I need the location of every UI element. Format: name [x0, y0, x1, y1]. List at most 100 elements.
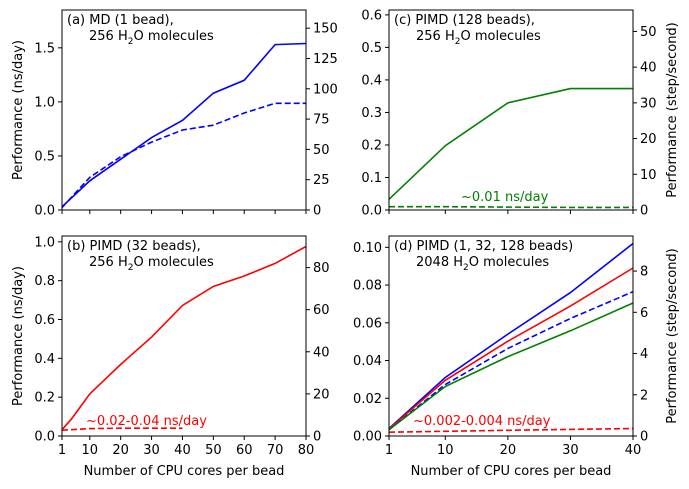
series-line-d-0 [388, 242, 634, 430]
y-left-tick-label: 0.00 [353, 430, 382, 445]
y-left-axis-label: Performance (ns/day) [11, 40, 26, 180]
y-left-tick-label: 0.08 [353, 279, 382, 294]
y-right-tick-label: 2 [640, 388, 648, 403]
y-left-tick-label: 0.0 [34, 430, 55, 445]
x-axis-label: Number of CPU cores per bead [411, 464, 612, 479]
plot-frame-d [388, 235, 634, 437]
y-right-tick-label: 25 [313, 173, 330, 188]
panel-title-text: 2048 H [416, 255, 463, 270]
y-right-tick-label: 8 [640, 265, 648, 280]
y-right-tick-label: 20 [640, 132, 657, 147]
panel-title-line1: (d) PIMD (1, 32, 128 beads) [394, 239, 573, 254]
panel-title-text: 256 H [89, 255, 128, 270]
y-left-tick-label: 0.6 [34, 313, 55, 328]
annotation-c: ~0.01 ns/day [461, 190, 549, 205]
y-right-tick-label: 80 [313, 261, 330, 276]
panel-b: 1 10 20 30 40 50 60 70 80 0.0 0.2 0.4 0.6 0.8 1.0 0 20 40… [11, 235, 330, 479]
y-right-tick-label: 6 [640, 306, 648, 321]
x-tick-label: 1 [385, 443, 393, 458]
panel-title-text: O molecules [133, 29, 214, 44]
panel-c: 0.0 0.1 0.2 0.3 0.4 0.5 0.6 0 10 20 30 40 50 (c) PIMD… [361, 8, 680, 218]
y-left-tick-label: 1.0 [34, 95, 55, 110]
y-right-axis-label: Performance (step/second) [665, 22, 680, 198]
series-line-c-0 [388, 87, 633, 200]
y-left-tick-label: 0.2 [34, 391, 55, 406]
panel-title-line1: (b) PIMD (32 beads), [67, 239, 201, 254]
x-tick-label: 10 [82, 443, 99, 458]
panel-title-text: O molecules [469, 255, 550, 270]
y-left-tick-label: 0.0 [34, 204, 55, 219]
series-line-a-0 [61, 42, 307, 208]
y-left-tick-label: 0.02 [353, 392, 382, 407]
series-line-d-1 [388, 267, 634, 430]
y-right-tick-label: 4 [640, 347, 648, 362]
x-axis-label: Number of CPU cores per bead [84, 464, 285, 479]
panel-title-text: O molecules [133, 255, 214, 270]
y-right-tick-label: 0 [313, 204, 321, 219]
panel-title-subscript: 2 [128, 37, 134, 47]
panel-title-line1: (c) PIMD (128 beads), [394, 13, 535, 28]
panel-title-line2: 256 H2O molecules [89, 29, 214, 47]
x-tick-label: 80 [298, 443, 315, 458]
x-tick-label: 20 [112, 443, 129, 458]
series-line-c-1 [389, 205, 633, 209]
y-left-tick-label: 0.4 [34, 352, 55, 367]
panel-title-text: O molecules [460, 29, 541, 44]
plot-frame-a [61, 9, 307, 211]
x-tick-label: 10 [437, 443, 454, 458]
y-left-tick-label: 0.04 [353, 354, 382, 369]
y-right-tick-label: 125 [313, 52, 338, 67]
series-line-d-2 [388, 290, 634, 431]
y-left-tick-label: 0.06 [353, 316, 382, 331]
panel-title-line1: (a) MD (1 bead), [67, 13, 174, 28]
y-left-tick-label: 0.2 [361, 138, 382, 153]
panel-title-subscript: 2 [463, 263, 469, 273]
x-tick-label: 70 [267, 443, 284, 458]
y-left-tick-label: 0.0 [361, 204, 382, 219]
x-tick-label: 30 [143, 443, 160, 458]
series-line-a-1 [61, 102, 306, 209]
panel-a: 0.0 0.5 1.0 1.5 0 25 50 75 100 125 150 (a) MD (1 be… [11, 9, 338, 219]
y-right-tick-label: 75 [313, 113, 330, 128]
x-tick-label: 30 [562, 443, 579, 458]
y-right-tick-label: 50 [313, 143, 330, 158]
y-left-tick-label: 0.1 [361, 171, 382, 186]
y-right-axis-label: Performance (step/second) [665, 248, 680, 424]
series-line-d-3 [388, 302, 634, 431]
y-left-tick-label: 0.4 [361, 73, 382, 88]
series-line-b-1 [61, 427, 183, 431]
x-tick-label: 40 [625, 443, 642, 458]
annotation-d: ~0.002-0.004 ns/day [413, 414, 551, 429]
y-left-tick-label: 0.3 [361, 106, 382, 121]
y-right-tick-label: 60 [313, 303, 330, 318]
x-tick-label: 1 [58, 443, 66, 458]
y-right-tick-label: 100 [313, 82, 338, 97]
y-right-tick-label: 0 [640, 430, 648, 445]
y-left-tick-label: 0.10 [353, 241, 382, 256]
panel-title-text: 256 H [89, 29, 128, 44]
annotation-b: ~0.02-0.04 ns/day [86, 414, 207, 429]
y-right-tick-label: 0 [313, 430, 321, 445]
y-left-tick-label: 0.8 [34, 274, 55, 289]
panel-title-line2: 2048 H2O molecules [416, 255, 549, 273]
x-tick-label: 20 [500, 443, 517, 458]
series-line-d-4 [388, 427, 634, 433]
y-right-tick-label: 150 [313, 22, 338, 37]
panel-d: 1 10 20 30 40 0.00 0.02 0.04 0.06 0.08 0.10 0 2 4 6 8 (d… [353, 235, 680, 479]
y-left-tick-label: 0.5 [34, 149, 55, 164]
panel-title-subscript: 2 [455, 37, 461, 47]
x-tick-label: 60 [236, 443, 253, 458]
panel-title-text: 256 H [416, 29, 455, 44]
series-line-b-0 [61, 245, 307, 431]
y-right-tick-label: 30 [640, 96, 657, 111]
y-left-tick-label: 1.5 [34, 41, 55, 56]
y-left-tick-label: 0.6 [361, 8, 382, 23]
panel-title-subscript: 2 [128, 263, 134, 273]
y-right-tick-label: 40 [313, 345, 330, 360]
x-tick-label: 50 [205, 443, 222, 458]
y-left-tick-label: 0.5 [361, 41, 382, 56]
y-right-tick-label: 40 [640, 61, 657, 76]
plot-frame-b [61, 235, 307, 437]
y-right-tick-label: 10 [640, 168, 657, 183]
